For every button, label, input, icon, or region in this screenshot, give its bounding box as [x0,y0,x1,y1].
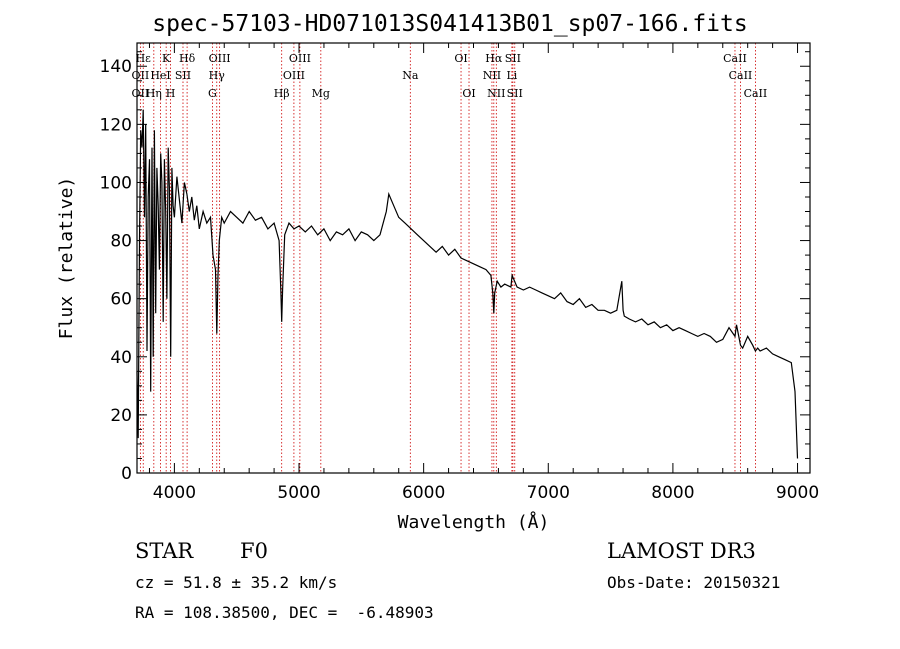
x-tick-label: 8000 [651,483,694,503]
axis-tick-labels: 4000 5000 6000 7000 8000 9000 0 20 40 60 80 100 120 1… [100,57,820,503]
marker-label: OI [454,52,467,65]
x-axis-label: Wavelength (Å) [398,511,550,533]
marker-label: OIII [283,69,305,82]
marker-label: Mg [312,87,330,100]
y-tick-label: 120 [100,115,132,135]
y-tick-label: 0 [121,464,132,484]
spectrum-line [136,109,799,459]
object-class: STAR [135,539,194,563]
y-tick-label: 80 [110,232,132,252]
x-tick-label: 5000 [277,483,320,503]
marker-label: Hδ [179,52,196,65]
marker-label: SII [507,87,523,100]
marker-label: SII [505,52,521,65]
axis-ticks [137,43,810,474]
marker-label: OIII [289,52,311,65]
plot-frame [136,42,811,474]
marker-label: HeI [150,69,170,82]
survey-name: LAMOST DR3 [607,539,756,563]
marker-label: OIII [209,52,231,65]
x-tick-label: 7000 [527,483,570,503]
line-markers [139,43,756,473]
y-tick-label: 40 [110,348,132,368]
marker-label: K [162,52,171,65]
spectral-subclass: F0 [240,539,268,563]
ra-dec-coordinates: RA = 108.38500, DEC = -6.48903 [135,603,434,622]
marker-label: Hγ [209,69,226,82]
y-tick-label: 140 [100,57,132,77]
marker-label: Hβ [274,87,290,100]
marker-label: Hα [485,52,503,65]
marker-label: CaII [723,52,747,65]
x-tick-label: 9000 [776,483,819,503]
observation-date: Obs-Date: 20150321 [607,573,781,592]
marker-label: NII [487,87,505,100]
marker-label: Na [402,69,419,82]
marker-label: SII [175,69,191,82]
marker-label: OII [132,87,150,100]
marker-label: Li [506,69,517,82]
x-tick-label: 4000 [153,483,196,503]
marker-label: OI [462,87,475,100]
y-tick-label: 60 [110,290,132,310]
marker-label: CaII [729,69,753,82]
marker-label: NII [483,69,501,82]
marker-label: OII [132,69,150,82]
y-tick-label: 20 [110,406,132,426]
marker-label: G [208,87,217,100]
chart-title: spec-57103-HD071013S041413B01_sp07-166.f… [152,11,748,37]
x-tick-label: 6000 [402,483,445,503]
marker-label: Hη [146,87,162,100]
marker-label: CaII [744,87,768,100]
y-tick-label: 100 [100,173,132,193]
marker-label: Hε [136,52,152,65]
y-axis-label: Flux (relative) [56,177,77,340]
redshift-cz: cz = 51.8 ± 35.2 km/s [135,573,338,592]
marker-label: H [166,87,176,100]
